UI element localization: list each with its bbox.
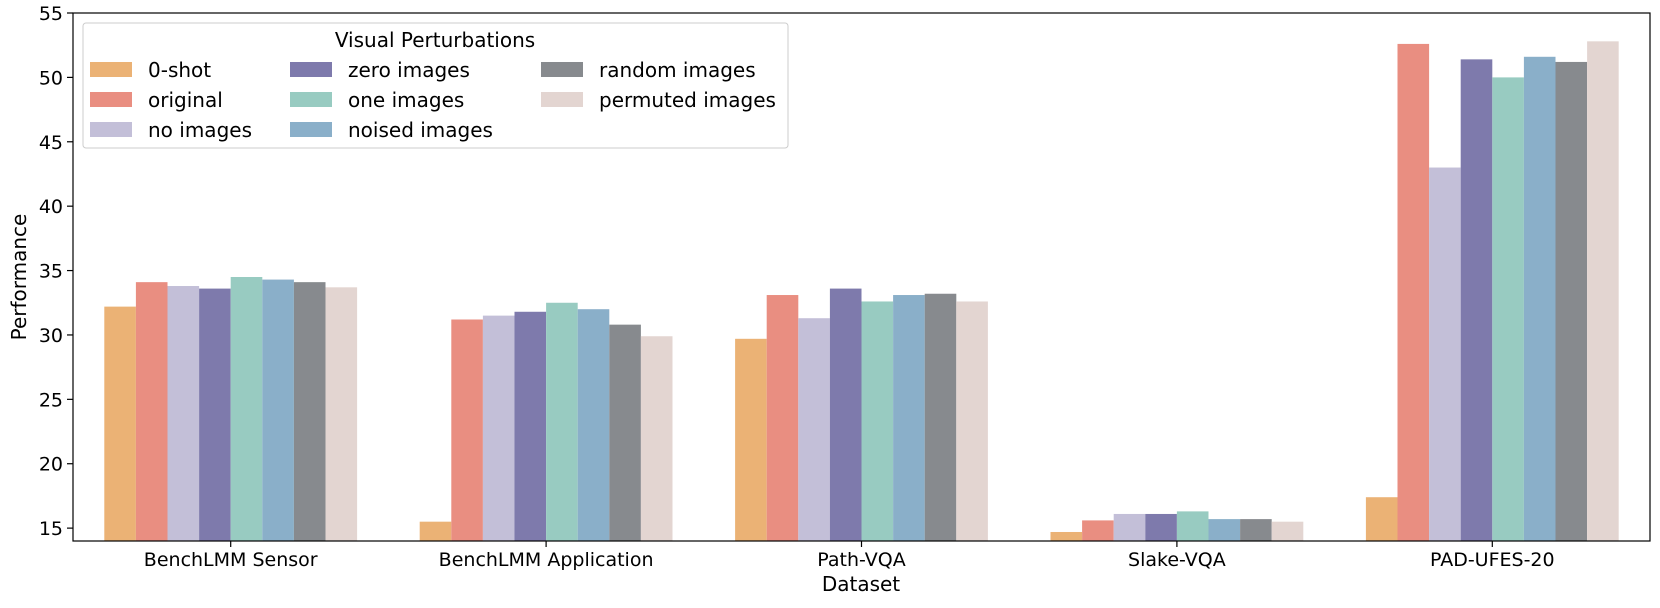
- legend-swatch: [541, 62, 583, 77]
- y-tick-label: 40: [39, 196, 63, 218]
- legend-items: 0-shot original no images zero images one im…: [90, 58, 776, 142]
- legend-label: original: [148, 88, 223, 112]
- legend-label: random images: [599, 58, 756, 82]
- bar-permuted-images-path-vqa: [956, 301, 988, 541]
- y-tick-label: 35: [39, 261, 63, 283]
- bar-random-images-slake-vqa: [1240, 519, 1272, 541]
- bar-noised-images-benchlmm-application: [577, 309, 610, 541]
- bar-no-images-benchlmm-application: [482, 315, 515, 541]
- bar-zero-images-benchlmm-application: [514, 311, 547, 541]
- legend-swatch: [541, 92, 583, 107]
- legend-swatch: [290, 62, 332, 77]
- bar-no-images-pad-ufes-20: [1429, 167, 1461, 542]
- legend-label: noised images: [348, 118, 493, 142]
- x-tick-label: BenchLMM Sensor: [144, 549, 318, 571]
- bar-one-images-path-vqa: [861, 301, 894, 541]
- bar-noised-images-pad-ufes-20: [1523, 56, 1556, 541]
- bar-original-path-vqa: [766, 295, 799, 541]
- bar-0-shot-benchlmm-sensor: [104, 306, 136, 541]
- bar-one-images-benchlmm-application: [546, 302, 578, 541]
- legend-swatch: [90, 122, 132, 137]
- bar-permuted-images-pad-ufes-20: [1587, 41, 1619, 541]
- bar-one-images-pad-ufes-20: [1492, 77, 1524, 541]
- bars-layer: [104, 41, 1619, 542]
- legend-frame: [82, 22, 789, 149]
- bar-original-slake-vqa: [1082, 520, 1114, 541]
- bar-no-images-path-vqa: [798, 318, 830, 541]
- bar-noised-images-benchlmm-sensor: [262, 279, 294, 541]
- y-tick-label: 25: [39, 389, 63, 411]
- legend-label: 0-shot: [148, 58, 211, 82]
- y-tick-label: 50: [39, 67, 63, 89]
- bar-random-images-pad-ufes-20: [1555, 61, 1588, 541]
- bar-permuted-images-benchlmm-sensor: [325, 287, 358, 541]
- y-axis-label: Performance: [7, 214, 31, 341]
- y-tick-label: 55: [39, 3, 63, 25]
- legend-swatch: [290, 92, 332, 107]
- legend-label: zero images: [348, 58, 470, 82]
- x-axis: BenchLMM Sensor BenchLMM Application Path-…: [144, 541, 1555, 571]
- bar-no-images-benchlmm-sensor: [167, 286, 200, 541]
- bar-permuted-images-slake-vqa: [1271, 521, 1304, 541]
- bar-zero-images-pad-ufes-20: [1460, 59, 1493, 542]
- legend-label: permuted images: [599, 88, 776, 112]
- bar-random-images-path-vqa: [924, 293, 957, 541]
- bar-no-images-slake-vqa: [1113, 513, 1146, 541]
- bar-random-images-benchlmm-sensor: [293, 282, 326, 541]
- bar-0-shot-path-vqa: [735, 338, 767, 541]
- bar-permuted-images-benchlmm-application: [640, 336, 673, 541]
- legend-swatch: [90, 92, 132, 107]
- bar-zero-images-path-vqa: [829, 288, 862, 541]
- bar-original-benchlmm-application: [451, 319, 483, 541]
- legend-swatch: [290, 122, 332, 137]
- legend-swatch: [90, 62, 132, 77]
- bar-noised-images-path-vqa: [893, 295, 925, 541]
- y-axis: 15 20 25 30 35 40 45 50 55: [39, 3, 73, 540]
- bar-one-images-benchlmm-sensor: [230, 277, 263, 541]
- legend: Visual Perturbations 0-shot original no im…: [82, 22, 789, 149]
- bar-0-shot-pad-ufes-20: [1365, 497, 1398, 541]
- y-tick-label: 15: [39, 518, 63, 540]
- bar-random-images-benchlmm-application: [609, 324, 641, 541]
- y-tick-label: 30: [39, 325, 63, 347]
- bar-zero-images-slake-vqa: [1145, 513, 1177, 541]
- y-tick-label: 20: [39, 454, 63, 476]
- legend-title: Visual Perturbations: [335, 28, 535, 52]
- bar-original-pad-ufes-20: [1397, 43, 1430, 541]
- bar-0-shot-slake-vqa: [1050, 531, 1083, 541]
- bar-noised-images-slake-vqa: [1208, 519, 1241, 541]
- x-axis-label: Dataset: [822, 572, 900, 596]
- legend-label: no images: [148, 118, 252, 142]
- bar-one-images-slake-vqa: [1176, 511, 1209, 541]
- x-tick-label: PAD-UFES-20: [1430, 549, 1555, 571]
- legend-label: one images: [348, 88, 464, 112]
- bar-0-shot-benchlmm-application: [419, 521, 452, 541]
- y-tick-label: 45: [39, 132, 63, 154]
- bar-original-benchlmm-sensor: [135, 282, 168, 541]
- x-tick-label: Slake-VQA: [1128, 549, 1226, 571]
- bar-zero-images-benchlmm-sensor: [199, 288, 231, 541]
- x-tick-label: BenchLMM Application: [439, 549, 654, 571]
- x-tick-label: Path-VQA: [817, 549, 905, 571]
